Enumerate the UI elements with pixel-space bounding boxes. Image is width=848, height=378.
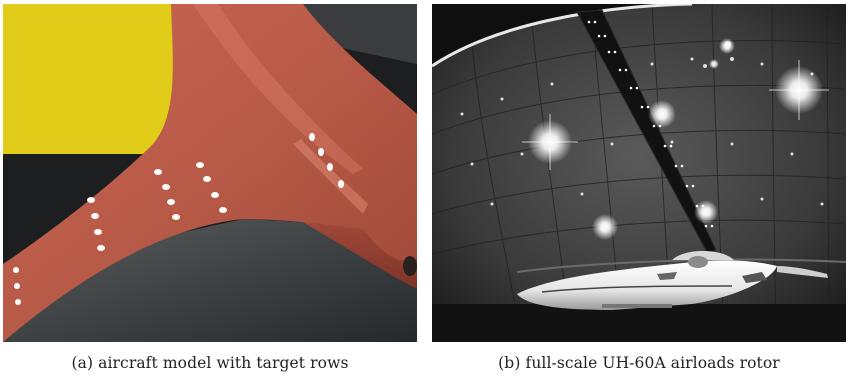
tunnel-chamber bbox=[432, 4, 846, 342]
caption-panel-b: (b) full-scale UH-60A airloads rotor bbox=[498, 354, 780, 372]
rotor-blade bbox=[576, 9, 717, 255]
caption-panel-a: (a) aircraft model with target rows bbox=[71, 354, 349, 372]
photo-uh60a-rotor bbox=[432, 4, 846, 342]
rotor-hub bbox=[672, 251, 734, 260]
yellow-backdrop bbox=[3, 4, 178, 154]
fuselage bbox=[517, 260, 777, 310]
target-dots bbox=[13, 133, 344, 305]
floor bbox=[3, 219, 417, 342]
rotor-image bbox=[432, 4, 846, 342]
tunnel-lights bbox=[522, 38, 829, 240]
aircraft-model-image bbox=[3, 4, 417, 342]
photo-aircraft-model bbox=[3, 4, 417, 342]
wing-surface bbox=[3, 4, 417, 342]
